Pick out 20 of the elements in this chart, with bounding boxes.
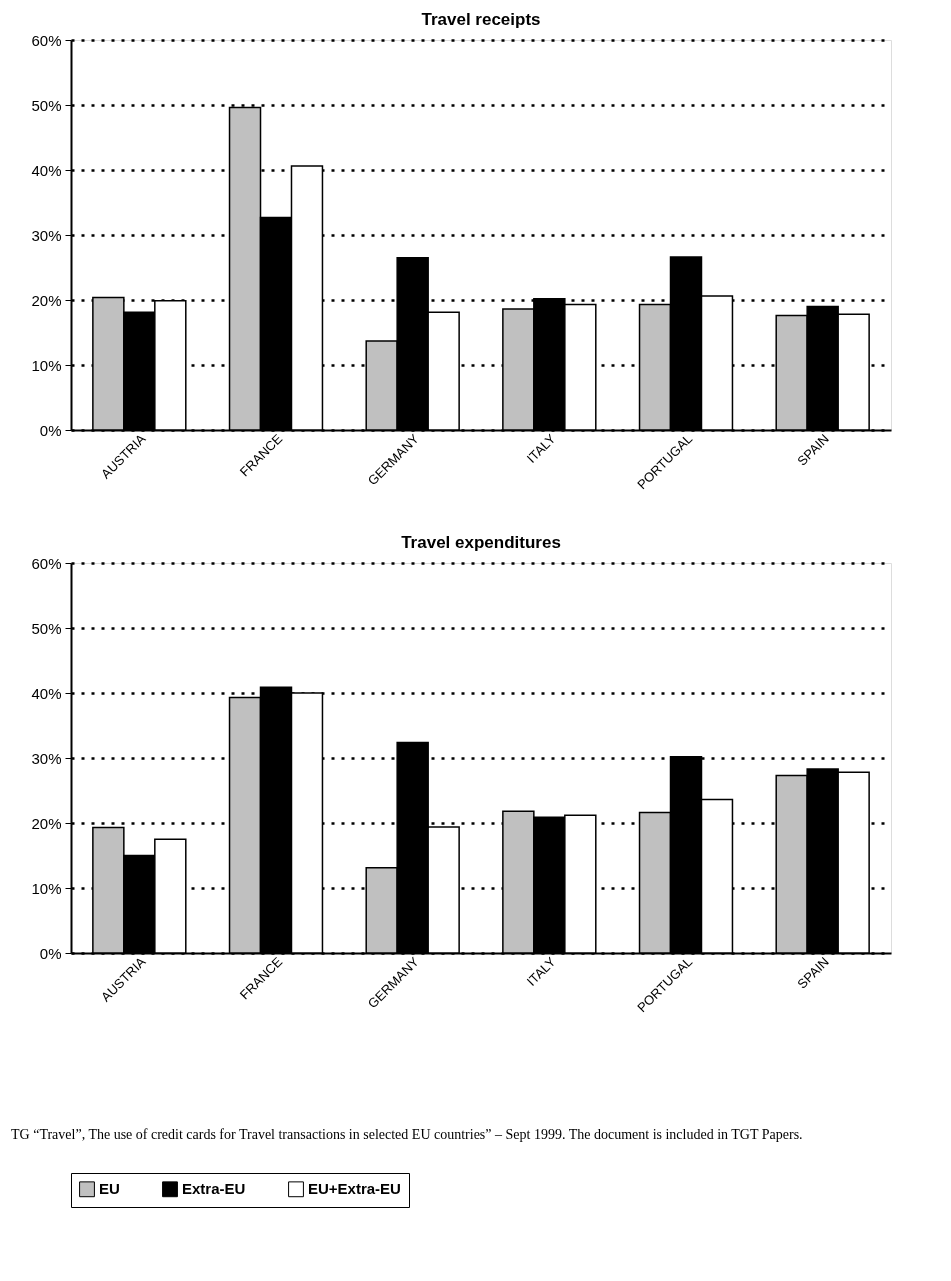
y-tick-label: 10% [31,879,62,897]
chart-title: Travel expenditures [401,533,561,552]
y-tick-label: 0% [39,421,62,439]
y-tick-label: 40% [31,161,62,179]
y-tick-label: 20% [31,291,62,309]
legend-label: EU+Extra-EU [308,1180,401,1198]
y-tick-label: 60% [31,554,62,572]
y-tick-label: 0% [39,944,62,962]
chart-title: Travel receipts [421,10,541,29]
y-tick-label: 50% [31,619,62,637]
text: TG “Travel”, The use of credit cards for Travel transactions in selected EU countries” – Sept 1999. The document is included in TGT Papers. [11,1127,803,1142]
y-tick-label: 50% [31,96,62,114]
y-tick-label: 40% [31,684,62,702]
y-tick-label: 30% [31,226,62,244]
legend-label: EU [99,1180,120,1198]
y-tick-label: 30% [31,749,62,767]
y-tick-label: 60% [31,31,62,49]
legend-label: Extra-EU [182,1180,246,1198]
y-tick-label: 20% [31,814,62,832]
y-tick-label: 10% [31,356,62,374]
